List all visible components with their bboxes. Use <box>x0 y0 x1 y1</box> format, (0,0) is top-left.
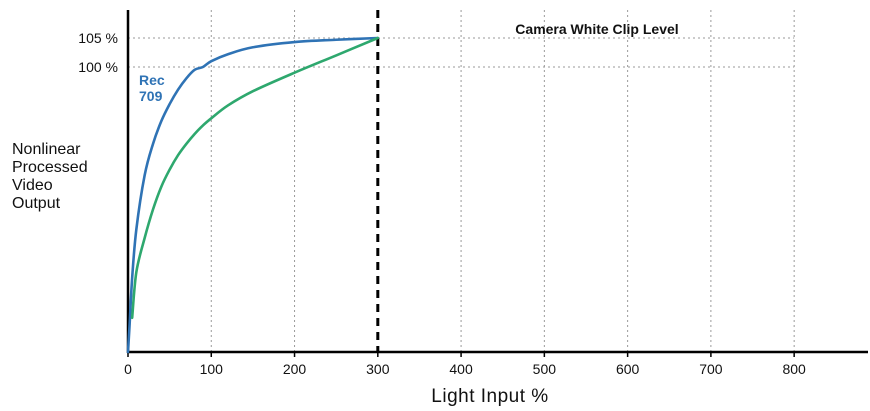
white-clip-annotation: Camera White Clip Level <box>515 21 678 37</box>
x-tick-label-200: 200 <box>283 361 307 377</box>
x-tick-label-400: 400 <box>449 361 473 377</box>
x-tick-label-800: 800 <box>782 361 806 377</box>
series-label-line-0: Rec <box>139 72 165 88</box>
y-tick-label-105: 105 % <box>78 30 118 46</box>
grid-layer <box>128 10 795 352</box>
x-tick-label-100: 100 <box>200 361 224 377</box>
y-axis-label-line-3: Output <box>12 195 61 212</box>
series-line-0 <box>126 36 380 354</box>
y-tick-label-100: 100 % <box>78 59 118 75</box>
y-axis-label-line-2: Video <box>12 177 53 194</box>
x-axis-label: Light Input % <box>431 386 548 407</box>
x-tick-label-600: 600 <box>616 361 640 377</box>
series-label-line-1: 709 <box>139 88 163 104</box>
axis-layer <box>126 10 868 357</box>
series-layer <box>126 36 380 354</box>
x-tick-label-700: 700 <box>699 361 723 377</box>
x-tick-label-500: 500 <box>533 361 557 377</box>
x-tick-label-300: 300 <box>366 361 390 377</box>
y-axis-label-line-0: Nonlinear <box>12 141 81 158</box>
series-line-1 <box>130 36 380 320</box>
text-layer: Light Input % Camera White Clip Level 0 1… <box>12 21 806 407</box>
y-axis-label-line-1: Processed <box>12 159 88 176</box>
x-tick-label-0: 0 <box>124 361 132 377</box>
